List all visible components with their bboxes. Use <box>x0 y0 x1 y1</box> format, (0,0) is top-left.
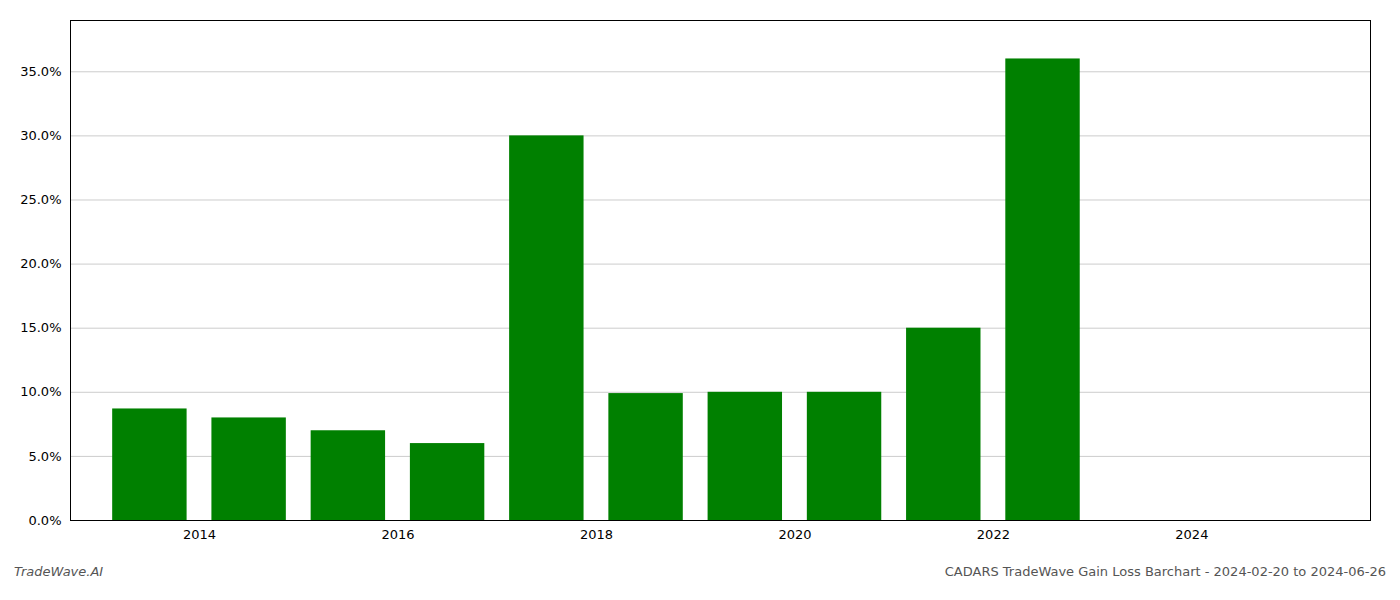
svg-text:25.0%: 25.0% <box>20 192 61 207</box>
svg-text:30.0%: 30.0% <box>20 128 61 143</box>
svg-text:0.0%: 0.0% <box>28 513 61 528</box>
html-text:CADARS TradeWave Gain Loss Bar: CADARS TradeWave Gain Loss Barchart - 20… <box>944 564 1386 579</box>
svg-text:2022: 2022 <box>977 527 1010 542</box>
svg-text:15.0%: 15.0% <box>20 320 61 335</box>
html-text:TradeWave.AI: TradeWave.AI <box>14 564 104 579</box>
svg-text:20.0%: 20.0% <box>20 256 61 271</box>
svg-text:5.0%: 5.0% <box>28 449 61 464</box>
svg-text:2020: 2020 <box>778 527 811 542</box>
svg-text:10.0%: 10.0% <box>20 384 61 399</box>
svg-text:2024: 2024 <box>1175 527 1208 542</box>
svg-text:2016: 2016 <box>381 527 414 542</box>
svg-text:2018: 2018 <box>580 527 613 542</box>
svg-text:35.0%: 35.0% <box>20 64 61 79</box>
svg-text:2014: 2014 <box>183 527 216 542</box>
